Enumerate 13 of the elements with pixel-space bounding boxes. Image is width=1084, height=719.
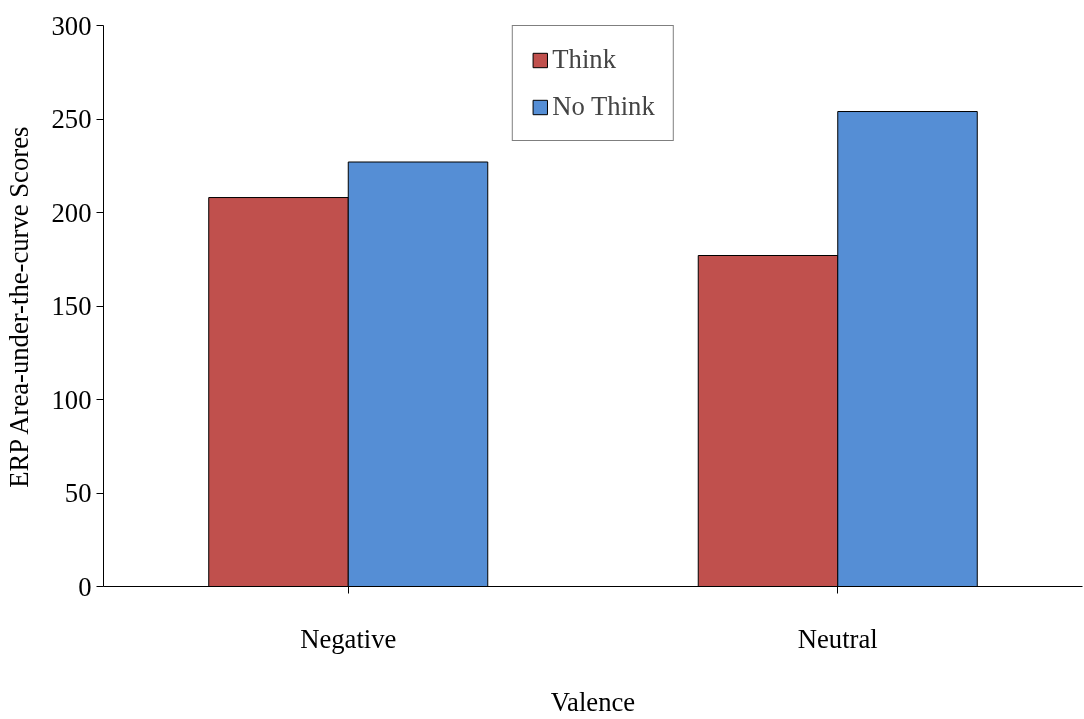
x-tick-label: Neutral bbox=[797, 623, 878, 654]
y-tick-label: 300 bbox=[51, 10, 92, 41]
legend-label: Think bbox=[552, 44, 616, 75]
legend-label: No Think bbox=[552, 91, 655, 122]
y-tick-label: 150 bbox=[51, 291, 92, 321]
y-tick-label: 100 bbox=[51, 384, 92, 415]
y-tick-label: 0 bbox=[78, 571, 92, 602]
y-tick-label: 50 bbox=[64, 478, 92, 508]
y-axis-title: ERP Area-under-the-curve Scores bbox=[3, 126, 34, 488]
x-tick-label: Negative bbox=[300, 623, 397, 654]
y-tick-label: 250 bbox=[51, 104, 92, 134]
y-tick-label: 200 bbox=[51, 197, 92, 228]
x-axis-title: Valence bbox=[550, 686, 636, 717]
